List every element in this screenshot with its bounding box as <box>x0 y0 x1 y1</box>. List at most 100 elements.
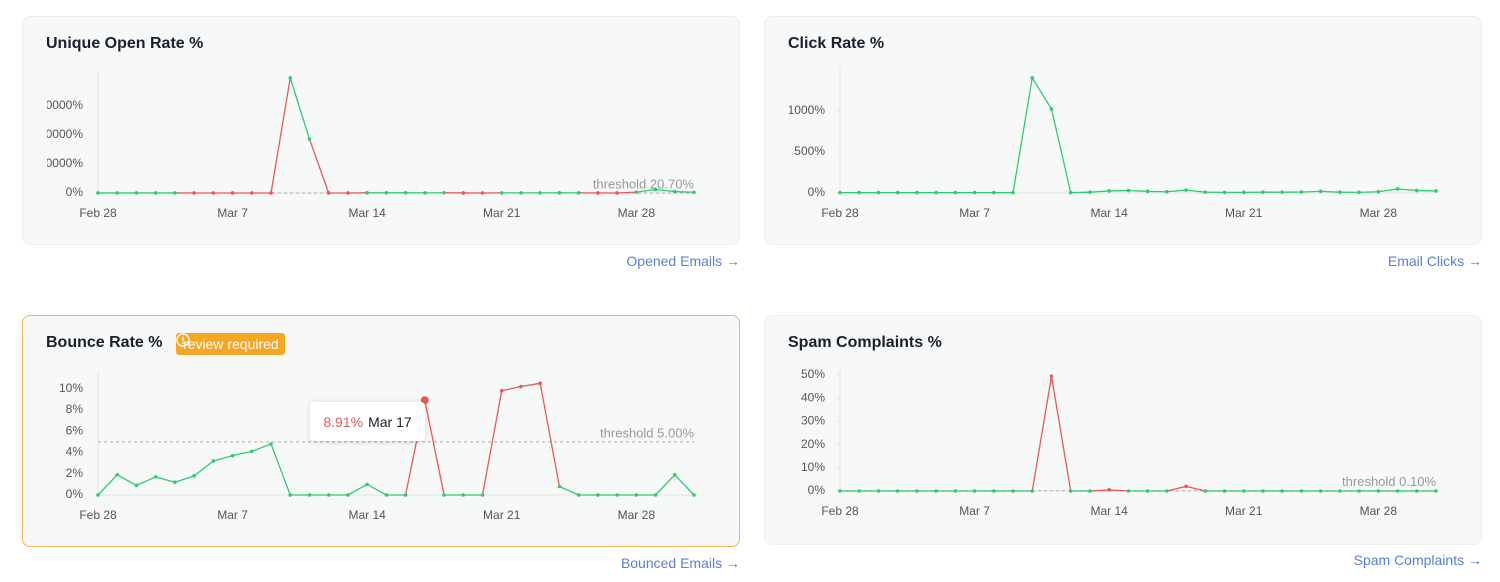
chart: 0% 2% 4% 6% 8% 10% Feb 28 Mar 7 Mar 14 Mar 21 Mar … <box>59 372 696 522</box>
badge-text: review required <box>183 336 279 352</box>
data-point <box>153 475 158 479</box>
data-point <box>365 191 369 195</box>
data-point <box>115 191 120 195</box>
line-segment <box>520 382 541 388</box>
data-point <box>134 191 139 195</box>
chart: 0% 10000% 20000% 30000% Feb 28 Mar 7 Mar 14 Mar… <box>47 71 696 220</box>
line-segment <box>1185 485 1206 492</box>
line-segment <box>617 191 637 194</box>
line-segment <box>116 474 137 486</box>
data-point <box>857 489 862 493</box>
threshold-label: threshold 20.70% <box>593 176 695 191</box>
detail-link[interactable]: Bounced Emails → <box>620 555 740 571</box>
data-point <box>1376 489 1381 493</box>
line-segment <box>655 474 676 496</box>
chart-card: 0% 10% 20% 30% 40% 50% Feb 28 Mar 7 Mar 14 Mar 21… <box>764 315 1482 545</box>
data-point <box>423 191 427 195</box>
threshold-label: threshold 5.00% <box>600 425 694 440</box>
x-tick-label: Mar 14 <box>1090 504 1128 518</box>
data-point <box>915 190 919 195</box>
data-point <box>1318 489 1323 493</box>
data-point <box>1126 188 1131 193</box>
line-segment <box>270 443 291 496</box>
data-point <box>1357 489 1361 493</box>
data-point <box>653 493 658 497</box>
data-point <box>895 190 900 195</box>
chart-title: Bounce Rate % <box>46 334 163 351</box>
x-tick-label: Feb 28 <box>821 504 859 518</box>
x-tick-label: Mar 21 <box>483 508 521 522</box>
data-point <box>1126 489 1131 493</box>
line-segment <box>501 385 522 392</box>
line-segment <box>1397 188 1417 192</box>
data-point <box>557 191 562 195</box>
data-point <box>1414 188 1419 193</box>
data-point <box>1068 489 1073 493</box>
line-segment <box>289 77 311 140</box>
data-point <box>346 191 350 195</box>
data-point <box>519 384 523 389</box>
data-point <box>1165 189 1169 194</box>
detail-link[interactable]: Spam Complaints → <box>1353 552 1482 568</box>
y-tick-label: 0% <box>66 185 84 199</box>
data-point <box>1338 489 1342 493</box>
data-point <box>326 493 331 497</box>
data-point <box>211 191 216 195</box>
data-point <box>250 449 254 454</box>
x-tick-label: Mar 21 <box>483 206 521 220</box>
line-segment <box>1185 189 1206 193</box>
line-segment <box>232 450 252 457</box>
data-point <box>857 190 862 195</box>
line-segment <box>481 390 503 496</box>
line-segment <box>539 383 561 487</box>
y-tick-label: 10% <box>801 460 825 474</box>
y-tick-label: 4% <box>66 445 84 459</box>
data-point <box>461 493 466 497</box>
icon-dot <box>182 342 184 344</box>
data-point <box>403 493 408 497</box>
line-segment <box>97 474 118 496</box>
line-segment <box>1031 376 1053 492</box>
line-segment <box>424 400 445 496</box>
data-point <box>596 493 600 497</box>
x-tick-label: Mar 7 <box>217 508 248 522</box>
data-point <box>1261 489 1265 493</box>
data-point <box>1068 190 1073 195</box>
data-point <box>192 474 196 478</box>
icon-ring <box>176 333 190 347</box>
data-point <box>934 489 938 493</box>
detail-link[interactable]: Opened Emails → <box>626 253 740 269</box>
data-point <box>1299 489 1304 493</box>
line-segment <box>1359 191 1379 193</box>
data-point <box>153 191 158 195</box>
data-point <box>269 191 273 195</box>
data-point <box>1011 190 1015 195</box>
data-point <box>876 489 881 493</box>
data-point <box>1357 190 1361 195</box>
line-segment <box>1378 188 1398 193</box>
tooltip-value: 8.91% <box>323 413 364 430</box>
data-point <box>480 191 485 195</box>
detail-link[interactable]: Email Clicks → <box>1387 253 1482 269</box>
data-point <box>953 489 958 493</box>
data-point <box>576 493 581 497</box>
chart: 0% 10% 20% 30% 40% 50% Feb 28 Mar 7 Mar 14 Mar 21… <box>801 367 1438 518</box>
data-point <box>250 191 254 195</box>
data-point <box>1203 190 1208 194</box>
data-point <box>992 489 996 493</box>
line-segment <box>1050 376 1072 492</box>
data-point <box>365 482 369 487</box>
data-point <box>1030 76 1035 80</box>
data-point <box>288 493 293 497</box>
data-point <box>895 489 900 493</box>
data-point <box>346 493 350 497</box>
data-point <box>972 190 977 195</box>
data-point <box>692 190 696 195</box>
data-point <box>403 190 408 195</box>
chart-card: 0% 10000% 20000% 30000% Feb 28 Mar 7 Mar 14 Mar… <box>22 16 740 245</box>
line-segment <box>1166 189 1187 193</box>
data-point <box>230 191 235 195</box>
data-point <box>992 190 996 195</box>
data-point <box>1241 190 1246 195</box>
line-segment <box>1031 77 1053 110</box>
